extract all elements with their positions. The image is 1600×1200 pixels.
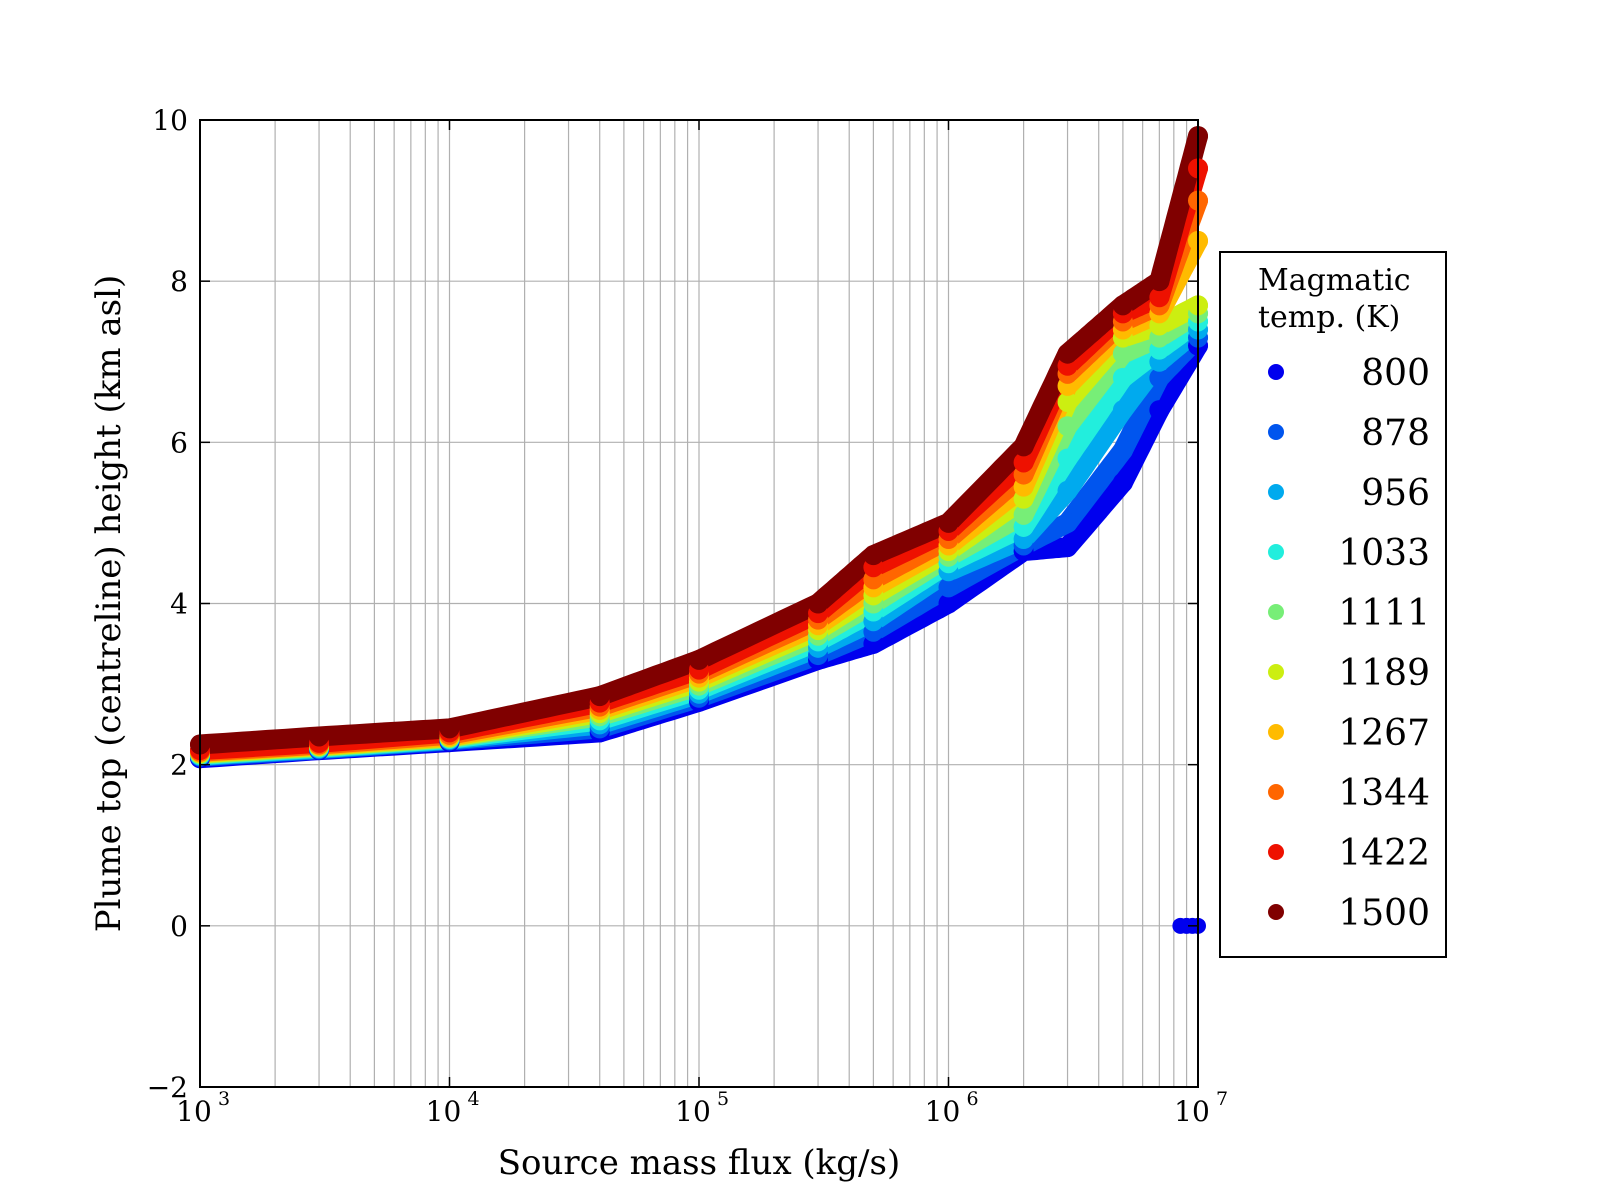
legend-marker-1422 xyxy=(1268,844,1284,860)
legend-marker-1267 xyxy=(1268,724,1284,740)
axis-ticks: −2 0 2 4 6 8 10 10 3 10 4 10 5 10 6 10 7 xyxy=(147,104,1228,1128)
legend-marker-800 xyxy=(1268,364,1284,380)
x-tick-label: 10 xyxy=(426,1095,462,1128)
data-point-1500 xyxy=(1112,295,1133,316)
data-points xyxy=(190,126,1208,934)
legend-label-1189: 1189 xyxy=(1338,653,1430,694)
y-tick-label: 6 xyxy=(170,426,188,459)
data-point-800 xyxy=(1112,472,1133,493)
legend-marker-1111 xyxy=(1268,604,1284,620)
grid xyxy=(199,119,1199,1088)
y-tick-label: −2 xyxy=(147,1071,188,1104)
data-point-1033 xyxy=(1112,367,1133,388)
x-tick-exponent: 4 xyxy=(468,1088,480,1110)
data-point-1500 xyxy=(808,593,829,614)
legend-title-line2: temp. (K) xyxy=(1258,300,1400,335)
data-point-1111 xyxy=(1013,504,1034,525)
data-point-1500 xyxy=(439,718,460,739)
x-tick-exponent: 5 xyxy=(717,1088,729,1110)
legend-marker-1344 xyxy=(1268,784,1284,800)
x-tick-label: 10 xyxy=(1174,1095,1210,1128)
data-point-800 xyxy=(1149,400,1170,421)
data-point-800 xyxy=(1057,537,1078,558)
data-point-878 xyxy=(1057,512,1078,533)
y-tick-label: 0 xyxy=(170,910,188,943)
legend-label-956: 956 xyxy=(1361,473,1430,514)
data-point-1500 xyxy=(689,649,709,670)
legend-marker-878 xyxy=(1268,424,1284,440)
data-point-956 xyxy=(1112,400,1133,421)
legend-label-1033: 1033 xyxy=(1338,533,1430,574)
y-tick-label: 8 xyxy=(170,265,188,298)
legend-label-1111: 1111 xyxy=(1338,593,1430,634)
x-tick-label: 10 xyxy=(675,1095,711,1128)
x-tick-label: 10 xyxy=(176,1095,212,1128)
data-point-1500 xyxy=(309,726,330,747)
legend-label-800: 800 xyxy=(1361,353,1430,394)
x-tick-exponent: 3 xyxy=(218,1088,230,1110)
legend-marker-1500 xyxy=(1268,904,1284,920)
y-tick-label: 10 xyxy=(152,104,188,137)
x-tick-exponent: 7 xyxy=(1216,1088,1228,1110)
data-point-878 xyxy=(938,577,959,598)
x-tick-exponent: 6 xyxy=(967,1088,979,1110)
data-point-1500 xyxy=(1057,343,1078,364)
legend-marker-1189 xyxy=(1268,664,1284,680)
data-point-1111 xyxy=(1112,343,1133,364)
legend-marker-956 xyxy=(1268,484,1284,500)
legend: Magmatic temp. (K) 800 878 956 1033 1111 1189… xyxy=(1219,251,1447,958)
data-point-878 xyxy=(1149,367,1170,388)
data-point-1111 xyxy=(1057,416,1078,437)
legend-label-1267: 1267 xyxy=(1338,713,1430,754)
legend-label-1344: 1344 xyxy=(1338,773,1430,814)
legend-label-878: 878 xyxy=(1361,413,1430,454)
data-point-1422 xyxy=(1149,287,1170,308)
data-point-1500 xyxy=(863,545,884,566)
x-axis-label: Source mass flux (kg/s) xyxy=(498,1143,900,1183)
data-point-1500 xyxy=(938,512,959,533)
data-point-1189 xyxy=(1057,392,1078,413)
data-point-956 xyxy=(1057,480,1078,501)
y-tick-label: 2 xyxy=(170,749,188,782)
data-point-1500 xyxy=(1149,271,1170,292)
data-point-1500 xyxy=(589,686,610,707)
y-tick-label: 4 xyxy=(170,588,188,621)
legend-box xyxy=(1219,251,1447,958)
data-point-1500 xyxy=(1013,436,1034,457)
legend-label-1422: 1422 xyxy=(1338,833,1430,874)
data-point-878 xyxy=(1112,440,1133,461)
x-tick-label: 10 xyxy=(925,1095,961,1128)
legend-marker-1033 xyxy=(1268,544,1284,560)
data-point-1422 xyxy=(1013,452,1034,473)
y-axis-label: Plume top (centreline) height (km asl) xyxy=(89,275,129,933)
legend-title: Magmatic xyxy=(1258,263,1411,298)
data-point-1033 xyxy=(1057,448,1078,469)
legend-label-1500: 1500 xyxy=(1338,893,1430,934)
data-point-800 xyxy=(938,593,959,614)
